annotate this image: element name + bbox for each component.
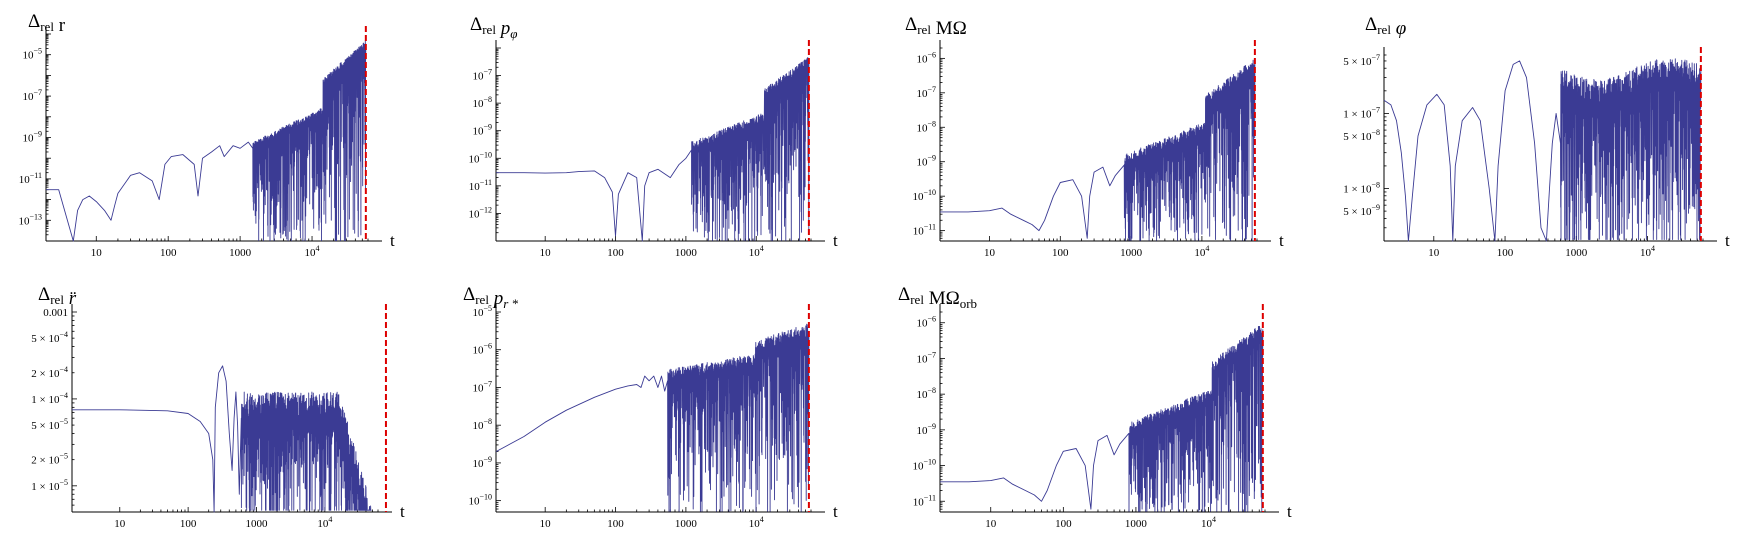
y-tick-label: 10−10	[468, 150, 492, 165]
x-tick-label: 104	[1201, 515, 1216, 530]
chart-title: Δrel φ	[1365, 14, 1406, 39]
y-tick-label: 1 × 10−5	[31, 478, 68, 493]
y-tick-label: 1 × 10−7	[1343, 105, 1380, 120]
x-tick-label: 100	[180, 518, 197, 530]
x-tick-label: 104	[305, 244, 320, 259]
chart-title: Δrel r	[28, 11, 66, 36]
y-tick-label: 5 × 10−9	[1343, 203, 1380, 218]
x-tick-label: 100	[607, 518, 624, 530]
y-tick-label: 10−8	[472, 95, 492, 110]
x-axis-label: t	[1725, 231, 1730, 250]
chart-title: Δrel r̈	[38, 284, 77, 309]
y-tick-label: 10−11	[913, 223, 936, 238]
y-tick-label: 10−5	[472, 304, 492, 319]
chart-panel-5: Δrel r̈ 10 100 1000 104 t 1 × 10−5 2 × 10−5 5 × …	[31, 284, 405, 530]
x-tick-label: 1000	[675, 518, 698, 530]
y-tick-label: 10−10	[912, 188, 936, 203]
x-axis-label: t	[390, 231, 395, 250]
y-tick-label: 1 × 10−4	[31, 391, 68, 406]
y-tick-label: 10−11	[19, 171, 42, 186]
x-tick-label: 1000	[1125, 518, 1148, 530]
data-series-line	[940, 59, 1256, 241]
y-tick-label: 10−8	[916, 119, 936, 134]
x-tick-label: 104	[317, 515, 332, 530]
y-tick-label: 5 × 10−8	[1343, 128, 1380, 143]
data-series-line	[495, 323, 810, 512]
chart-title: Δrel MΩorb	[898, 284, 977, 311]
y-tick-label: 10−5	[22, 47, 42, 62]
x-tick-label: 10	[540, 518, 552, 530]
y-tick-label: 10−6	[472, 342, 492, 357]
y-tick-label: 10−11	[469, 178, 492, 193]
y-tick-label: 10−8	[916, 386, 936, 401]
x-tick-label: 10	[985, 518, 997, 530]
x-tick-label: 100	[160, 247, 177, 259]
y-tick-label: 10−9	[22, 130, 42, 145]
chart-panel-1: Δrel r 10 100 1000 104 t 10−13 10−11 10−9 10−7 10−…	[18, 11, 395, 259]
y-tick-label: 5 × 10−7	[1343, 53, 1380, 68]
x-tick-label: 1000	[1120, 247, 1143, 259]
y-tick-label: 10−7	[916, 350, 936, 365]
y-tick-label: 10−9	[472, 123, 492, 138]
y-tick-label: 10−7	[22, 88, 42, 103]
y-tick-label: 1 × 10−8	[1343, 181, 1380, 196]
x-tick-label: 1000	[245, 518, 268, 530]
x-tick-label: 104	[749, 515, 764, 530]
x-axis-label: t	[1287, 502, 1292, 521]
data-series-line	[496, 56, 810, 242]
x-tick-label: 104	[1194, 244, 1209, 259]
y-tick-label: 10−10	[912, 458, 936, 473]
chart-panel-7: Δrel MΩorb 10 100 1000 104 t 10−11 10−10 10−9 10−…	[898, 284, 1292, 530]
x-tick-label: 1000	[1565, 247, 1588, 259]
y-tick-label: 10−7	[472, 68, 492, 83]
y-tick-label: 5 × 10−4	[31, 330, 68, 345]
x-tick-label: 10	[540, 247, 552, 259]
y-tick-label: 10−9	[916, 422, 936, 437]
y-tick-label: 10−9	[472, 455, 492, 470]
x-axis-label: t	[833, 502, 838, 521]
y-tick-label: 10−6	[916, 315, 936, 330]
x-tick-label: 100	[1052, 247, 1069, 259]
x-tick-label: 10	[1428, 247, 1440, 259]
y-tick-label: 0.001	[43, 307, 68, 319]
x-axis-label: t	[1279, 231, 1284, 250]
x-tick-label: 104	[749, 244, 764, 259]
y-tick-label: 10−8	[472, 417, 492, 432]
y-tick-label: 5 × 10−5	[31, 417, 68, 432]
chart-title: Δrel MΩ	[905, 14, 967, 39]
y-tick-label: 10−7	[916, 85, 936, 100]
chart-title: Δrel pr *	[463, 284, 518, 311]
chart-panel-2: Δrel pφ 10 100 1000 104 t 10−12 10−11 10−10 10−9 1…	[468, 14, 838, 259]
y-tick-label: 10−6	[916, 50, 936, 65]
data-series-line	[940, 325, 1264, 512]
x-tick-label: 100	[1497, 247, 1514, 259]
x-tick-label: 10	[114, 518, 126, 530]
data-series-line	[72, 365, 372, 513]
chart-panel-6: Δrel pr * 10 100 1000 104 t 10−10 10−9 10−8 10−7 1…	[463, 284, 838, 530]
y-tick-label: 10−10	[468, 493, 492, 508]
data-series-line	[1383, 58, 1702, 242]
x-tick-label: 1000	[675, 247, 698, 259]
x-tick-label: 100	[1055, 518, 1072, 530]
x-axis-label: t	[833, 231, 838, 250]
x-tick-label: 104	[1640, 244, 1655, 259]
y-tick-label: 2 × 10−5	[31, 452, 68, 467]
y-tick-label: 2 × 10−4	[31, 365, 68, 380]
y-tick-label: 10−13	[18, 212, 42, 227]
x-tick-label: 10	[91, 247, 103, 259]
x-tick-label: 10	[984, 247, 996, 259]
chart-panel-4: Δrel φ 10 100 1000 104 t 5 × 10−9 1 × 10−8 5 × 1…	[1343, 14, 1730, 259]
x-axis-label: t	[400, 502, 405, 521]
y-tick-label: 10−11	[913, 493, 936, 508]
x-tick-label: 100	[607, 247, 624, 259]
chart-title: Δrel pφ	[470, 14, 517, 41]
chart-panel-3: Δrel MΩ 10 100 1000 104 t 10−11 10−10 10−9 10−8 10…	[905, 14, 1284, 259]
data-series-line	[46, 40, 367, 242]
y-tick-label: 10−9	[916, 154, 936, 169]
x-tick-label: 1000	[229, 247, 252, 259]
y-tick-label: 10−12	[468, 205, 492, 220]
y-tick-label: 10−7	[472, 379, 492, 394]
